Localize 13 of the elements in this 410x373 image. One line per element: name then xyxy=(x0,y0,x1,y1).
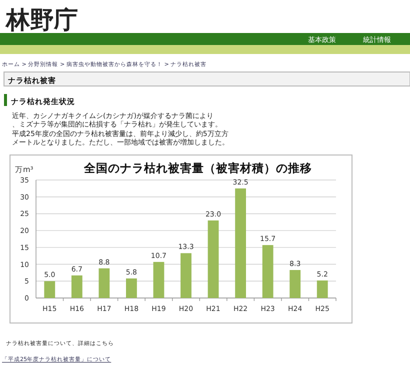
bar xyxy=(153,262,164,298)
bar xyxy=(44,281,56,298)
bar xyxy=(235,188,246,298)
bar xyxy=(98,268,110,298)
bar xyxy=(316,280,328,298)
bar xyxy=(290,270,301,298)
bar xyxy=(126,278,137,298)
bar xyxy=(208,220,219,298)
annotation: 林野庁 xyxy=(6,6,78,34)
bar xyxy=(180,253,192,298)
bar xyxy=(71,275,82,298)
chart-title: 全国のナラ枯れ被害量（被害材積）の推移 xyxy=(83,161,312,175)
bar xyxy=(262,245,274,298)
